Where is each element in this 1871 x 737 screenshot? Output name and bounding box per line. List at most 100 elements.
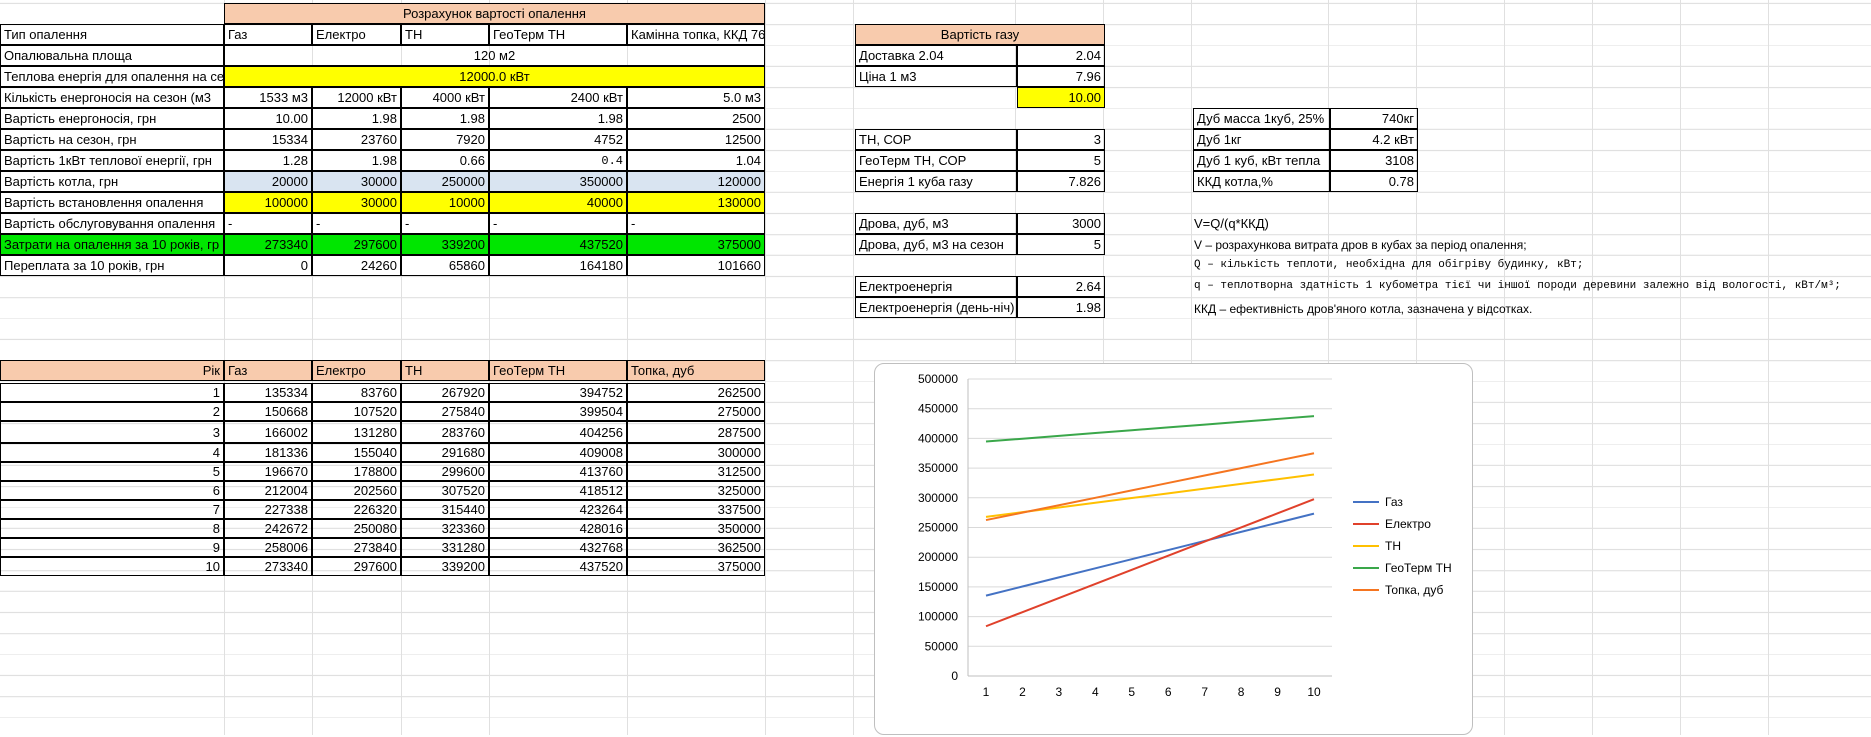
row-label[interactable]: Затрати на опалення за 10 років, гр: [0, 234, 224, 255]
table-cell[interactable]: 1.98: [489, 108, 627, 129]
thermal-label[interactable]: Теплова енергія для опалення на се: [0, 66, 224, 87]
table-cell[interactable]: 0: [224, 255, 312, 276]
oak-value[interactable]: 4.2 кВт: [1330, 129, 1418, 150]
table-cell[interactable]: 297600: [312, 234, 401, 255]
table-cell[interactable]: 30000: [312, 192, 401, 213]
table-cell[interactable]: -: [627, 213, 765, 234]
year-cell[interactable]: 196670: [224, 462, 312, 481]
param-value[interactable]: 7.826: [1017, 171, 1105, 192]
year-header[interactable]: ГеоТерм ТН: [489, 360, 627, 381]
gas-row-label[interactable]: Ціна 1 м3: [855, 66, 1017, 87]
year-cell[interactable]: 131280: [312, 421, 401, 443]
year-cell[interactable]: 291680: [401, 443, 489, 462]
year-cell[interactable]: 399504: [489, 402, 627, 421]
year-cell[interactable]: 166002: [224, 421, 312, 443]
table-cell[interactable]: 339200: [401, 234, 489, 255]
table-cell[interactable]: 7920: [401, 129, 489, 150]
table-cell[interactable]: 23760: [312, 129, 401, 150]
oak-label[interactable]: Дуб масса 1куб, 25%: [1193, 108, 1330, 129]
gas-row-value[interactable]: 7.96: [1017, 66, 1105, 87]
table-cell[interactable]: 65860: [401, 255, 489, 276]
year-cell[interactable]: 362500: [627, 538, 765, 557]
year-cell[interactable]: 258006: [224, 538, 312, 557]
year-cell[interactable]: 275000: [627, 402, 765, 421]
table-cell[interactable]: 1.98: [312, 108, 401, 129]
year-cell[interactable]: 394752: [489, 383, 627, 402]
table-cell[interactable]: 1.98: [401, 108, 489, 129]
table-cell[interactable]: -: [224, 213, 312, 234]
table-title[interactable]: Розрахунок вартості опалення: [224, 3, 765, 24]
table-cell[interactable]: 12500: [627, 129, 765, 150]
wood-value[interactable]: 5: [1017, 234, 1105, 255]
year-cell[interactable]: 181336: [224, 443, 312, 462]
year-header[interactable]: Газ: [224, 360, 312, 381]
table-cell[interactable]: 1.98: [312, 150, 401, 171]
row-label[interactable]: Вартість на сезон, грн: [0, 129, 224, 150]
header-label[interactable]: Тип опалення: [0, 24, 224, 45]
table-cell[interactable]: 250000: [401, 171, 489, 192]
year-cell[interactable]: 307520: [401, 481, 489, 500]
year-cell[interactable]: 178800: [312, 462, 401, 481]
table-cell[interactable]: 4752: [489, 129, 627, 150]
year-cell[interactable]: 423264: [489, 500, 627, 519]
table-cell[interactable]: 5.0 м3: [627, 87, 765, 108]
table-cell[interactable]: -: [312, 213, 401, 234]
year-cell[interactable]: 6: [0, 481, 224, 500]
table-cell[interactable]: 130000: [627, 192, 765, 213]
year-cell[interactable]: 9: [0, 538, 224, 557]
year-cell[interactable]: 404256: [489, 421, 627, 443]
year-cell[interactable]: 107520: [312, 402, 401, 421]
year-cell[interactable]: 5: [0, 462, 224, 481]
table-cell[interactable]: 375000: [627, 234, 765, 255]
table-cell[interactable]: 10000: [401, 192, 489, 213]
year-cell[interactable]: 428016: [489, 519, 627, 538]
year-cell[interactable]: 325000: [627, 481, 765, 500]
year-cell[interactable]: 226320: [312, 500, 401, 519]
year-cell[interactable]: 7: [0, 500, 224, 519]
year-cell[interactable]: 4: [0, 443, 224, 462]
wood-label[interactable]: Дрова, дуб, м3 на сезон: [855, 234, 1017, 255]
cost-line-chart[interactable]: 0 50000 100000 150000 200000 250000 300000 3500…: [874, 363, 1473, 735]
year-cell[interactable]: 432768: [489, 538, 627, 557]
table-cell[interactable]: 100000: [224, 192, 312, 213]
wood-value[interactable]: 3000: [1017, 213, 1105, 234]
gas-table-title[interactable]: Вартість газу: [855, 24, 1105, 45]
year-cell[interactable]: 283760: [401, 421, 489, 443]
table-cell[interactable]: 24260: [312, 255, 401, 276]
year-cell[interactable]: 273340: [224, 557, 312, 576]
param-label[interactable]: ГеоТерм ТН, СОР: [855, 150, 1017, 171]
column-header[interactable]: Камінна топка, ККД 76%: [627, 24, 765, 45]
gas-row-value[interactable]: 2.04: [1017, 45, 1105, 66]
year-cell[interactable]: 155040: [312, 443, 401, 462]
year-cell[interactable]: 3: [0, 421, 224, 443]
year-cell[interactable]: 312500: [627, 462, 765, 481]
year-cell[interactable]: 331280: [401, 538, 489, 557]
year-cell[interactable]: 150668: [224, 402, 312, 421]
year-cell[interactable]: 300000: [627, 443, 765, 462]
wood-label[interactable]: Дрова, дуб, м3: [855, 213, 1017, 234]
year-cell[interactable]: 2: [0, 402, 224, 421]
column-header[interactable]: ТН: [401, 24, 489, 45]
table-cell[interactable]: 40000: [489, 192, 627, 213]
year-cell[interactable]: 315440: [401, 500, 489, 519]
table-cell[interactable]: 10.00: [224, 108, 312, 129]
area-label[interactable]: Опалювальна площа: [0, 45, 224, 66]
row-label[interactable]: Переплата за 10 років, грн: [0, 255, 224, 276]
oak-label[interactable]: Дуб 1кг: [1193, 129, 1330, 150]
table-cell[interactable]: -: [401, 213, 489, 234]
table-cell[interactable]: 15334: [224, 129, 312, 150]
param-value[interactable]: 5: [1017, 150, 1105, 171]
year-cell[interactable]: 339200: [401, 557, 489, 576]
year-cell[interactable]: 437520: [489, 557, 627, 576]
year-cell[interactable]: 202560: [312, 481, 401, 500]
elec-value[interactable]: 1.98: [1017, 297, 1105, 318]
table-cell[interactable]: 20000: [224, 171, 312, 192]
table-cell[interactable]: 4000 кВт: [401, 87, 489, 108]
table-cell[interactable]: 1.28: [224, 150, 312, 171]
table-cell[interactable]: -: [489, 213, 627, 234]
oak-value[interactable]: 740кг: [1330, 108, 1418, 129]
year-cell[interactable]: 83760: [312, 383, 401, 402]
table-cell[interactable]: 0.4: [489, 150, 627, 171]
area-value[interactable]: 120 м2: [224, 45, 765, 66]
table-cell[interactable]: 1.04: [627, 150, 765, 171]
